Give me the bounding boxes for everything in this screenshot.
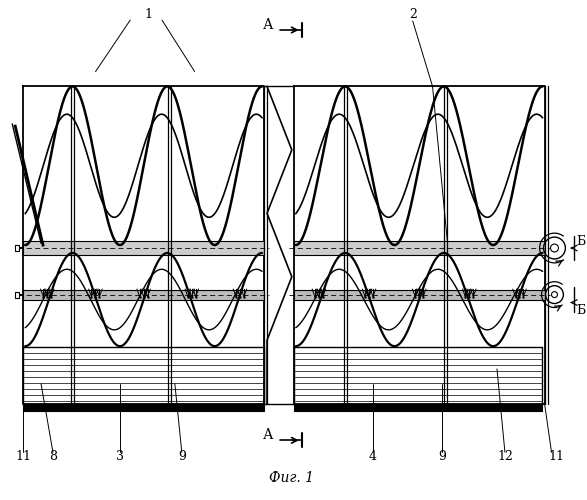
Text: 3: 3 <box>116 450 124 463</box>
Text: 11: 11 <box>15 450 31 463</box>
Text: 9: 9 <box>438 450 446 463</box>
Text: 2: 2 <box>409 8 417 21</box>
Bar <box>15 245 19 251</box>
Bar <box>23 241 264 255</box>
Text: Б: Б <box>576 304 585 318</box>
Bar <box>23 290 264 300</box>
Text: А: А <box>263 18 274 32</box>
Text: Фиг. 1: Фиг. 1 <box>269 471 314 485</box>
Bar <box>294 290 545 300</box>
Text: 4: 4 <box>369 450 377 463</box>
Bar <box>15 292 19 298</box>
Text: Б: Б <box>576 235 585 248</box>
Text: 11: 11 <box>548 450 565 463</box>
Text: 8: 8 <box>49 450 57 463</box>
Bar <box>294 404 542 410</box>
Text: 9: 9 <box>178 450 185 463</box>
Bar <box>23 404 264 410</box>
Text: А: А <box>263 428 274 442</box>
Bar <box>294 241 545 255</box>
Text: 1: 1 <box>144 8 152 21</box>
Text: 12: 12 <box>497 450 513 463</box>
